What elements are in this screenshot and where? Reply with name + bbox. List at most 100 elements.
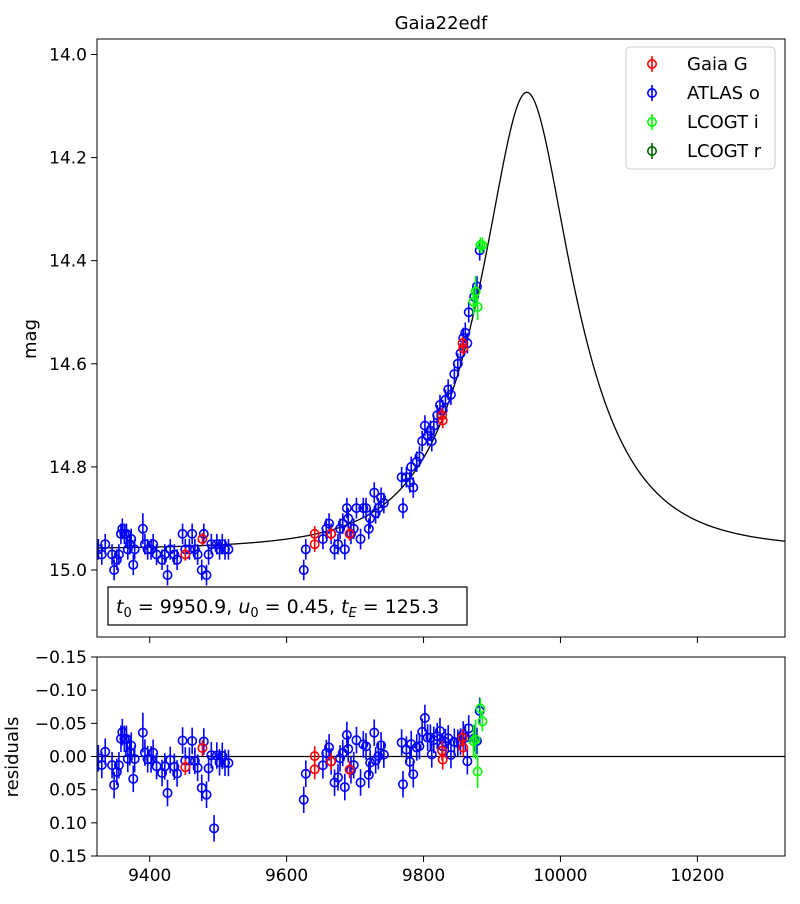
data-point-gaia-g xyxy=(309,536,320,552)
residual-point-atlas-o xyxy=(192,754,203,782)
x-tick-label: 10000 xyxy=(533,866,587,886)
data-point-atlas-o xyxy=(411,451,422,473)
residual-point-gaia-g xyxy=(437,749,448,770)
residual-point-atlas-o xyxy=(332,764,343,791)
data-point-atlas-o xyxy=(445,384,456,406)
data-point-atlas-o xyxy=(206,533,217,555)
data-point-atlas-o xyxy=(443,379,454,400)
residual-y-tick-label: −0.15 xyxy=(35,648,87,668)
x-tick-label: 9600 xyxy=(265,866,308,886)
data-point-atlas-o xyxy=(376,487,387,509)
legend-entry: LCOGT i xyxy=(646,112,759,133)
residual-point-atlas-o xyxy=(361,733,372,760)
data-point-gaia-g xyxy=(326,527,337,541)
data-point-atlas-o xyxy=(198,523,209,545)
residual-point-atlas-o xyxy=(201,781,212,809)
residual-point-atlas-o xyxy=(162,779,173,807)
data-point-lcogt-i xyxy=(472,294,483,320)
legend-frame xyxy=(625,46,776,170)
residual-point-atlas-o xyxy=(351,726,362,754)
legend-label: ATLAS o xyxy=(687,83,760,104)
residual-y-tick-label: 0.00 xyxy=(49,748,87,768)
residual-point-gaia-g xyxy=(326,752,337,771)
residual-point-gaia-g xyxy=(197,740,208,757)
y-axis-label: mag xyxy=(20,319,41,359)
residual-point-atlas-o xyxy=(378,741,389,768)
residual-point-atlas-o xyxy=(398,771,409,798)
residual-point-atlas-o xyxy=(343,735,354,763)
main-plot-frame xyxy=(96,38,786,638)
data-point-atlas-o xyxy=(129,539,140,560)
residual-point-atlas-o xyxy=(148,739,159,767)
data-point-atlas-o xyxy=(398,497,409,519)
residual-point-lcogt-i xyxy=(470,719,481,760)
residual-point-atlas-o xyxy=(109,771,120,799)
residual-point-atlas-o xyxy=(203,755,214,782)
residual-point-atlas-o xyxy=(341,721,352,749)
data-point-atlas-o xyxy=(223,539,234,560)
residual-point-atlas-o xyxy=(146,746,157,773)
data-point-atlas-o xyxy=(100,533,111,555)
residual-point-atlas-o xyxy=(187,727,198,755)
residual-point-atlas-o xyxy=(300,760,311,787)
y-tick-label: 14.6 xyxy=(49,355,87,375)
data-point-atlas-o xyxy=(426,430,437,452)
legend-entry: Gaia G xyxy=(646,54,748,75)
model-parameters-box: t0 = 9950.9, u0 = 0.45, tE = 125.3 xyxy=(107,586,468,626)
data-point-atlas-o xyxy=(172,549,183,570)
residual-point-atlas-o xyxy=(198,728,209,755)
residual-point-atlas-o xyxy=(365,749,376,776)
residual-point-atlas-o xyxy=(298,786,309,814)
data-point-atlas-o xyxy=(378,492,389,514)
residual-point-gaia-g xyxy=(344,760,355,779)
main-plot-area: 14.0 14.2 14.4 14.6 14.8 15.0 xyxy=(49,38,786,643)
data-point-atlas-o xyxy=(189,539,200,560)
data-point-atlas-o xyxy=(370,502,381,524)
data-point-atlas-o xyxy=(211,533,222,555)
residual-point-atlas-o xyxy=(128,765,139,793)
y-tick-label: 14.8 xyxy=(49,458,87,478)
residual-point-atlas-o xyxy=(223,749,234,777)
data-point-atlas-o xyxy=(355,528,366,550)
data-point-atlas-o xyxy=(111,549,122,570)
residual-point-atlas-o xyxy=(129,745,140,773)
residual-point-atlas-o xyxy=(369,719,380,746)
svg-text:t0 = 9950.9, u0 = 0.45, tE = 1: t0 = 9950.9, u0 = 0.45, tE = 125.3 xyxy=(116,596,439,621)
residual-y-tick-label: 0.15 xyxy=(49,847,87,867)
data-point-atlas-o xyxy=(187,523,198,545)
data-point-atlas-o xyxy=(146,539,157,560)
data-point-gaia-g xyxy=(344,527,355,541)
residual-point-atlas-o xyxy=(126,732,137,759)
data-point-atlas-o xyxy=(332,533,343,555)
residual-point-lcogt-i xyxy=(475,698,486,719)
residual-point-atlas-o xyxy=(426,741,437,768)
data-point-atlas-o xyxy=(157,549,168,570)
residual-point-atlas-o xyxy=(137,712,148,753)
data-point-atlas-o xyxy=(300,539,311,560)
residual-point-atlas-o xyxy=(324,734,335,761)
residuals-y-axis-label: residuals xyxy=(2,717,23,798)
data-point-atlas-o xyxy=(201,564,212,586)
data-point-atlas-o xyxy=(406,456,417,478)
y-tick-label: 14.2 xyxy=(49,149,87,169)
residual-point-atlas-o xyxy=(408,761,419,788)
residual-point-atlas-o xyxy=(376,732,387,759)
data-point-gaia-g xyxy=(180,548,191,561)
data-point-lcogt-i xyxy=(470,276,481,308)
residual-point-gaia-g xyxy=(309,759,320,780)
residual-point-atlas-o xyxy=(206,741,217,769)
legend: Gaia G ATLAS o LCOGT i LCOGT r xyxy=(625,46,776,170)
residual-y-tick-label: −0.05 xyxy=(35,714,87,734)
data-point-atlas-o xyxy=(351,497,362,519)
x-tick-label: 9400 xyxy=(128,866,171,886)
data-point-atlas-o xyxy=(358,497,369,519)
residual-point-atlas-o xyxy=(172,760,183,787)
data-point-atlas-o xyxy=(335,518,346,540)
data-point-gaia-g xyxy=(197,532,208,546)
data-point-atlas-o xyxy=(169,544,180,565)
y-tick-label: 14.0 xyxy=(49,45,87,65)
residual-point-lcogt-i xyxy=(472,754,483,789)
data-point-atlas-o xyxy=(343,508,354,529)
x-tick-label: 9800 xyxy=(402,866,445,886)
data-point-atlas-o xyxy=(159,544,170,565)
